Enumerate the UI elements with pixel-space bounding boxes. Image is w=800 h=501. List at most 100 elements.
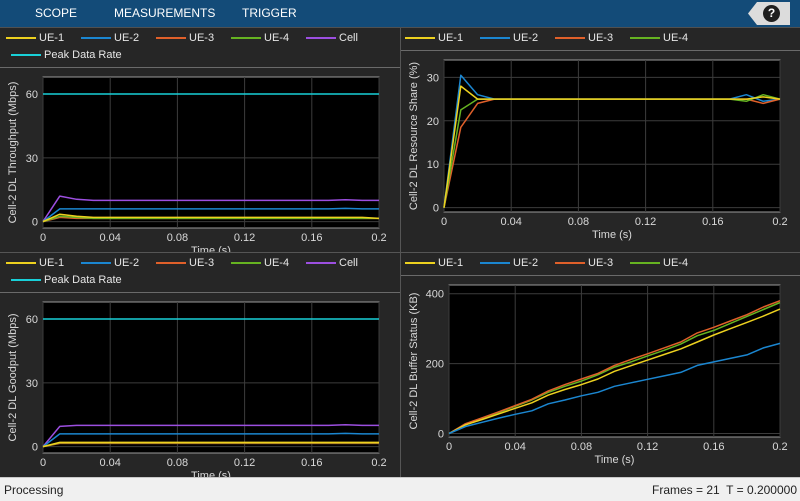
legend-label: UE-4 [264, 257, 290, 269]
legend-swatch [306, 262, 336, 264]
x-axis-label: Time (s) [592, 229, 632, 241]
plot-area [42, 76, 380, 229]
x-tick-label: 0.12 [635, 216, 656, 228]
y-axis-label: Cell-2 DL Throughput (Mbps) [7, 82, 19, 224]
series-line-ue-1 [42, 441, 379, 448]
tab-trigger[interactable]: TRIGGER [242, 6, 297, 20]
y-tick-label: 30 [427, 72, 439, 84]
x-tick-label: 0 [40, 457, 46, 469]
y-tick-label: 30 [26, 378, 38, 390]
status-text: Processing [4, 483, 64, 497]
legend-swatch [156, 37, 186, 39]
y-tick-label: 30 [26, 153, 38, 165]
x-tick-label: 0.08 [167, 457, 188, 469]
chart-goodput[interactable]: 0 0.04 0.08 0.12 0.16 0.2 0 30 60 Time (s) Cell-2 … [0, 253, 400, 477]
legend-label: UE-2 [114, 32, 140, 44]
chart-resource-share[interactable]: 0 0.04 0.08 0.12 0.16 0.2 0 10 20 30 Time (s) Cell-… [401, 28, 800, 252]
y-tick-label: 10 [427, 159, 439, 171]
goodput-panel: UE-1 UE-2 UE-3 UE-4 Cell Peak Data Rate 0 0.04 0… [0, 253, 400, 477]
series-line-ue-2 [42, 207, 379, 223]
plot-area [42, 301, 380, 454]
legend-label: UE-4 [264, 32, 290, 44]
legend-label: UE-1 [438, 32, 464, 44]
buffer-status-panel: UE-1 UE-2 UE-3 UE-4 0 0.04 0.08 0.12 0.16 0.2 0 200… [401, 253, 800, 477]
legend-label: UE-4 [663, 32, 689, 44]
y-tick-label: 200 [426, 359, 444, 371]
chart-throughput[interactable]: 0 0.04 0.08 0.12 0.16 0.2 0 30 60 Time (s) Cell-2 … [0, 28, 400, 252]
x-tick-label: 0.04 [99, 232, 120, 244]
legend-label: UE-3 [189, 257, 215, 269]
x-tick-label: 0.08 [167, 232, 188, 244]
legend-label: UE-3 [189, 32, 215, 44]
y-tick-label: 0 [32, 217, 38, 229]
series-line-ue-2 [42, 432, 379, 448]
help-icon[interactable]: ? [763, 5, 780, 22]
series-line-ue-1 [443, 85, 781, 208]
y-tick-label: 60 [26, 314, 38, 326]
horizontal-divider [0, 252, 800, 253]
x-tick-label: 0.12 [637, 441, 658, 453]
tab-measurements[interactable]: MEASUREMENTS [114, 6, 216, 20]
resource-share-panel: UE-1 UE-2 UE-3 UE-4 0 0.04 0.08 0.12 0.16 0.2 0 10 2… [401, 28, 800, 252]
y-tick-label: 400 [426, 289, 444, 301]
y-tick-label: 0 [438, 429, 444, 441]
series-line-ue-1 [448, 308, 781, 435]
legend-label: Peak Data Rate [44, 274, 122, 286]
x-tick-label: 0.12 [234, 232, 255, 244]
legend-divider [0, 292, 400, 293]
y-axis-label: Cell-2 DL Resource Share (%) [408, 62, 420, 210]
x-tick-label: 0.16 [703, 441, 724, 453]
legend-swatch [480, 37, 510, 39]
legend-label: UE-2 [513, 257, 539, 269]
x-tick-label: 0.2 [772, 441, 787, 453]
legend-swatch [306, 37, 336, 39]
x-tick-label: 0.08 [571, 441, 592, 453]
x-tick-label: 0 [446, 441, 452, 453]
legend-swatch [81, 262, 111, 264]
legend-swatch [11, 54, 41, 56]
x-tick-label: 0.08 [568, 216, 589, 228]
legend-swatch [6, 37, 36, 39]
x-tick-label: 0.2 [772, 216, 787, 228]
legend-label: UE-3 [588, 257, 614, 269]
legend-label: UE-2 [513, 32, 539, 44]
legend-divider [0, 67, 400, 68]
time-readout: T = 0.200000 [726, 483, 797, 497]
legend-swatch [630, 262, 660, 264]
x-tick-label: 0.2 [371, 232, 386, 244]
tab-scope[interactable]: SCOPE [35, 6, 78, 20]
x-axis-label: Time (s) [595, 454, 635, 466]
frame-readout: Frames = 21 T = 0.200000 [652, 483, 797, 497]
legend-label: Cell [339, 257, 358, 269]
series-line-cell [42, 195, 379, 223]
x-tick-label: 0.16 [702, 216, 723, 228]
y-tick-label: 60 [26, 89, 38, 101]
legend-label: UE-1 [39, 32, 65, 44]
y-axis-label: Cell-2 DL Goodput (Mbps) [7, 314, 19, 442]
legend-swatch [11, 279, 41, 281]
legend-swatch [555, 37, 585, 39]
y-tick-label: 0 [433, 203, 439, 215]
legend-label: UE-1 [438, 257, 464, 269]
help-area: ? [748, 2, 790, 25]
toolstrip: SCOPE MEASUREMENTS TRIGGER ? [0, 0, 800, 27]
frames-count: Frames = 21 [652, 483, 720, 497]
legend-label: UE-2 [114, 257, 140, 269]
legend-swatch [231, 262, 261, 264]
x-tick-label: 0.16 [301, 457, 322, 469]
legend-divider [401, 275, 800, 276]
legend-label: Cell [339, 32, 358, 44]
legend-swatch [81, 37, 111, 39]
x-tick-label: 0.16 [301, 232, 322, 244]
chart-buffer-status[interactable]: 0 0.04 0.08 0.12 0.16 0.2 0 200 400 Time (s) Cell-… [401, 253, 800, 477]
x-tick-label: 0.2 [371, 457, 386, 469]
plot-area [443, 59, 781, 213]
x-axis-label: Time (s) [191, 470, 231, 477]
series-line-ue-3 [448, 299, 781, 435]
x-tick-label: 0 [441, 216, 447, 228]
y-axis-label: Cell-2 DL Buffer Status (KB) [408, 293, 420, 430]
x-tick-label: 0.12 [234, 457, 255, 469]
legend-swatch [405, 262, 435, 264]
legend-swatch [630, 37, 660, 39]
x-tick-label: 0 [40, 232, 46, 244]
